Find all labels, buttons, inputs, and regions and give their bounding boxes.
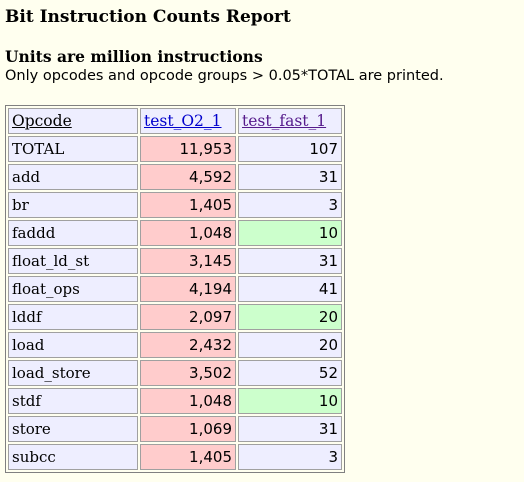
table-row: subcc 1,405 3 xyxy=(8,444,342,470)
test-o2-1-value-cell: 4,194 xyxy=(140,276,236,302)
test-fast-1-value-cell: 41 xyxy=(238,276,342,302)
sort-by-test-fast-1-link[interactable]: test_fast_1 xyxy=(242,112,327,130)
test-fast-1-value-cell: 10 xyxy=(238,388,342,414)
table-body: TOTAL 11,953 107 add 4,592 31 br 1,405 3 faddd 1,0… xyxy=(8,136,342,470)
opcode-cell: load_store xyxy=(8,360,138,386)
test-fast-1-value-cell: 3 xyxy=(238,192,342,218)
instruction-counts-table: Opcode test_O2_1 test_fast_1 TOTAL 11,953… xyxy=(5,105,345,473)
test-fast-1-value-cell: 20 xyxy=(238,332,342,358)
test-fast-1-value-cell: 107 xyxy=(238,136,342,162)
table-row: load 2,432 20 xyxy=(8,332,342,358)
table-row: store 1,069 31 xyxy=(8,416,342,442)
opcode-cell: store xyxy=(8,416,138,442)
table-header-row: Opcode test_O2_1 test_fast_1 xyxy=(8,108,342,134)
test-o2-1-value-cell: 1,048 xyxy=(140,388,236,414)
opcode-cell: TOTAL xyxy=(8,136,138,162)
opcode-cell: br xyxy=(8,192,138,218)
test-fast-1-value-cell: 52 xyxy=(238,360,342,386)
opcode-cell: stdf xyxy=(8,388,138,414)
test-o2-1-value-cell: 3,145 xyxy=(140,248,236,274)
page-title: Bit Instruction Counts Report xyxy=(5,7,291,27)
opcode-cell: lddf xyxy=(8,304,138,330)
test-o2-1-value-cell: 4,592 xyxy=(140,164,236,190)
test-o2-1-value-cell: 11,953 xyxy=(140,136,236,162)
filter-note: Only opcodes and opcode groups > 0.05*TO… xyxy=(5,68,444,84)
test-o2-1-value-cell: 1,069 xyxy=(140,416,236,442)
test-o2-1-value-cell: 1,048 xyxy=(140,220,236,246)
table-row: faddd 1,048 10 xyxy=(8,220,342,246)
test-o2-1-value-cell: 2,432 xyxy=(140,332,236,358)
sort-by-opcode-link[interactable]: Opcode xyxy=(12,112,72,130)
header-test-fast-1[interactable]: test_fast_1 xyxy=(238,108,342,134)
test-o2-1-value-cell: 1,405 xyxy=(140,444,236,470)
table-row: float_ops 4,194 41 xyxy=(8,276,342,302)
header-opcode[interactable]: Opcode xyxy=(8,108,138,134)
test-fast-1-value-cell: 3 xyxy=(238,444,342,470)
header-test-o2-1[interactable]: test_O2_1 xyxy=(140,108,236,134)
opcode-cell: float_ops xyxy=(8,276,138,302)
table-row: lddf 2,097 20 xyxy=(8,304,342,330)
table-row: load_store 3,502 52 xyxy=(8,360,342,386)
test-fast-1-value-cell: 20 xyxy=(238,304,342,330)
table-row: TOTAL 11,953 107 xyxy=(8,136,342,162)
table-row: add 4,592 31 xyxy=(8,164,342,190)
units-subtitle: Units are million instructions xyxy=(5,47,263,66)
opcode-cell: add xyxy=(8,164,138,190)
test-fast-1-value-cell: 10 xyxy=(238,220,342,246)
opcode-cell: faddd xyxy=(8,220,138,246)
test-fast-1-value-cell: 31 xyxy=(238,248,342,274)
test-fast-1-value-cell: 31 xyxy=(238,164,342,190)
test-o2-1-value-cell: 2,097 xyxy=(140,304,236,330)
test-fast-1-value-cell: 31 xyxy=(238,416,342,442)
table-row: stdf 1,048 10 xyxy=(8,388,342,414)
opcode-cell: subcc xyxy=(8,444,138,470)
test-o2-1-value-cell: 1,405 xyxy=(140,192,236,218)
table-row: float_ld_st 3,145 31 xyxy=(8,248,342,274)
test-o2-1-value-cell: 3,502 xyxy=(140,360,236,386)
opcode-cell: load xyxy=(8,332,138,358)
opcode-cell: float_ld_st xyxy=(8,248,138,274)
table-row: br 1,405 3 xyxy=(8,192,342,218)
sort-by-test-o2-1-link[interactable]: test_O2_1 xyxy=(144,112,222,130)
